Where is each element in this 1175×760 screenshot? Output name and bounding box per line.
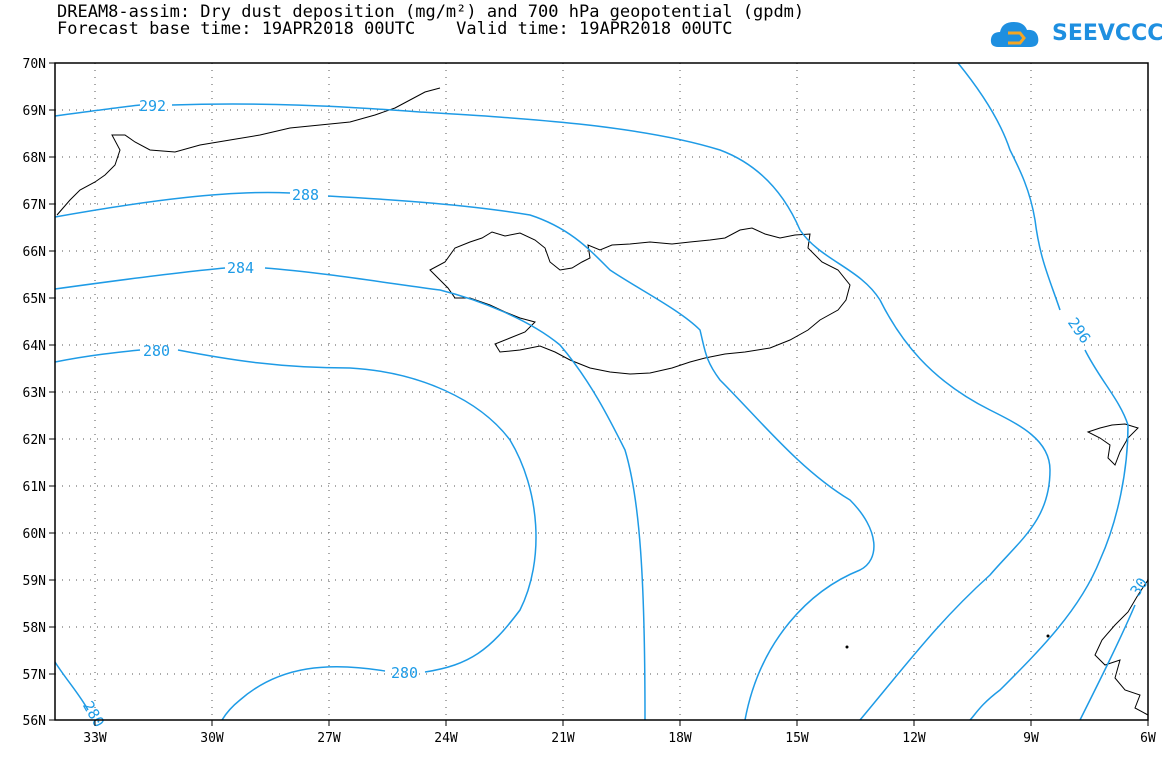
lat-label: 58N: [23, 621, 46, 636]
lat-label: 68N: [23, 151, 46, 166]
contour-label-296: 296: [1064, 314, 1094, 347]
lon-label: 33W: [83, 731, 107, 746]
lat-label: 63N: [23, 386, 46, 401]
lat-label: 60N: [23, 527, 46, 542]
lon-label: 27W: [317, 731, 341, 746]
lon-label: 24W: [434, 731, 458, 746]
contour-label-284: 284: [227, 259, 254, 277]
lat-label: 62N: [23, 433, 46, 448]
greenland-coastline: [56, 87, 441, 216]
lon-label: 21W: [551, 731, 575, 746]
contour-label-280: 280: [143, 342, 170, 360]
lon-label: 15W: [785, 731, 809, 746]
contour-labels: 292 288 284 280 280 296 280 30: [79, 97, 1152, 730]
lon-label: 18W: [668, 731, 692, 746]
iceland-coastline: [429, 227, 851, 375]
lat-label: 65N: [23, 292, 46, 307]
lon-label: 6W: [1140, 731, 1156, 746]
seevccc-logo: SEEVCCC: [990, 15, 1163, 55]
lat-label: 66N: [23, 245, 46, 260]
lat-label: 59N: [23, 574, 46, 589]
geopotential-contours: [54, 62, 1136, 721]
contour-label-280-south: 280: [391, 664, 418, 682]
latitude-labels: 70N 69N 68N 67N 66N 65N 64N 63N 62N 61N …: [23, 57, 46, 729]
lat-label: 69N: [23, 104, 46, 119]
lat-label: 64N: [23, 339, 46, 354]
title-line-1: DREAM8-assim: Dry dust deposition (mg/m²…: [57, 2, 805, 22]
grid-lines: [55, 63, 1148, 720]
longitude-labels: 33W 30W 27W 24W 21W 18W 15W 12W 9W 6W: [83, 731, 1156, 746]
lat-label: 61N: [23, 480, 46, 495]
contour-296: [957, 62, 1129, 721]
contour-280: [54, 349, 537, 721]
lat-label: 67N: [23, 198, 46, 213]
coastlines: [56, 87, 1149, 716]
lat-label: 70N: [23, 57, 46, 72]
tick-marks: [49, 62, 1149, 726]
contour-288: [54, 191, 875, 721]
contour-280-sw: [54, 661, 89, 711]
title-line-2: Forecast base time: 19APR2018 00UTC Vali…: [57, 19, 733, 39]
contour-284: [54, 267, 646, 721]
faroe-coastline: [1086, 423, 1139, 466]
lat-label: 57N: [23, 668, 46, 683]
lat-label: 56N: [23, 714, 46, 729]
lon-label: 30W: [200, 731, 224, 746]
contour-label-292: 292: [139, 97, 166, 115]
logo-text: SEEVCCC: [1052, 21, 1164, 46]
lon-label: 12W: [902, 731, 926, 746]
contour-292: [54, 103, 1051, 721]
contour-300: [1079, 604, 1136, 721]
scotland-coastline: [1094, 579, 1149, 716]
cloud-icon: [990, 22, 1039, 47]
contour-label-288: 288: [292, 186, 319, 204]
lon-label: 9W: [1023, 731, 1039, 746]
